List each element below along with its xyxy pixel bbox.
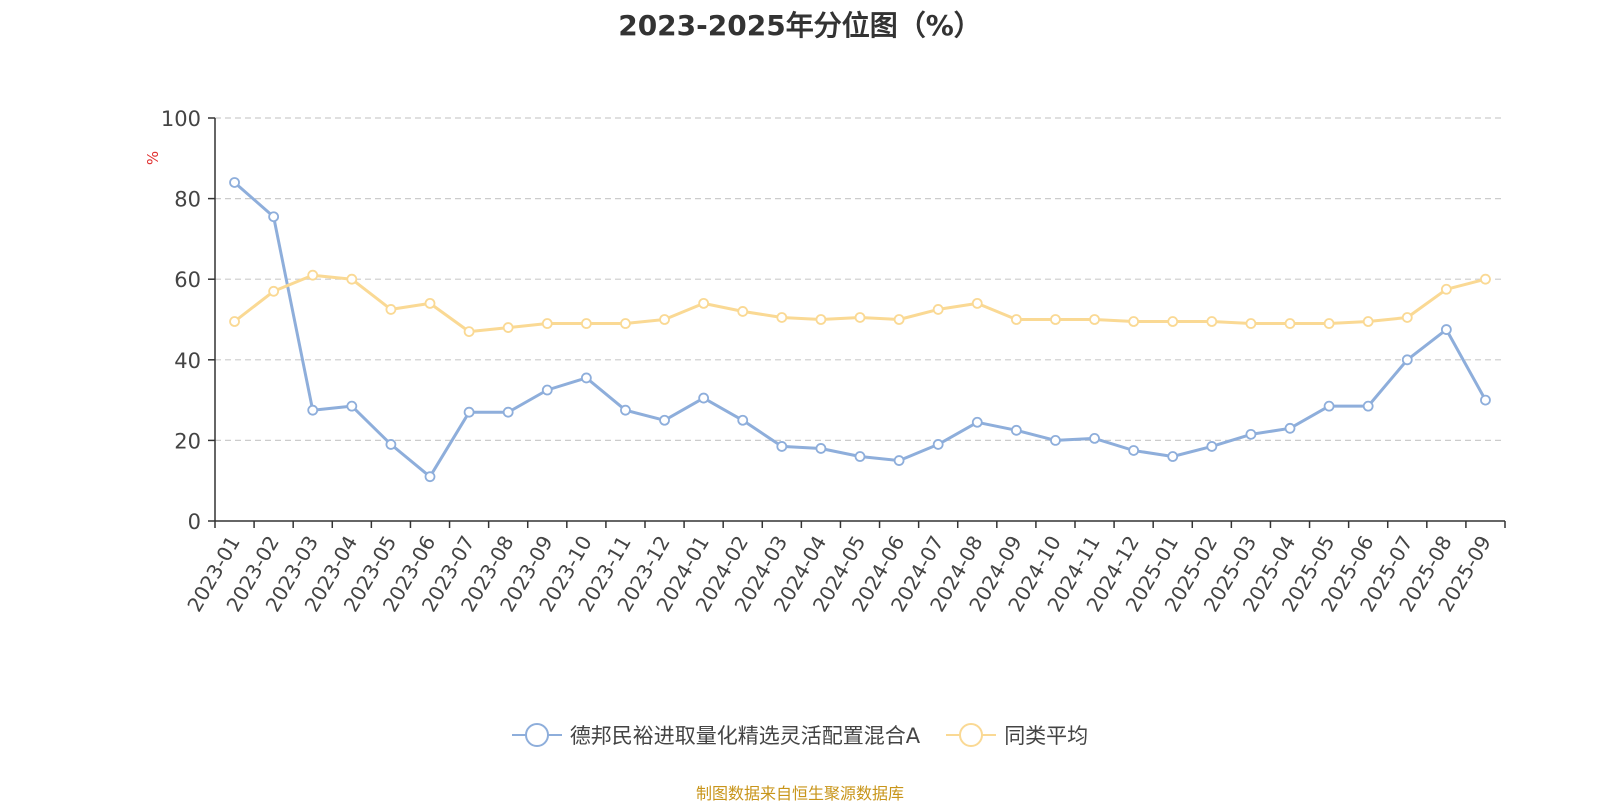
series-line-1 xyxy=(233,273,1487,334)
series-0-point xyxy=(580,372,592,384)
series-0-point xyxy=(737,414,749,426)
series-1-point xyxy=(1362,316,1374,327)
series-1-point xyxy=(932,304,944,315)
series-1-point xyxy=(1206,316,1218,327)
series-1-point xyxy=(1480,273,1491,285)
series-0-point xyxy=(385,439,397,450)
series-0-point xyxy=(659,414,670,426)
series-1-point xyxy=(1128,316,1140,327)
series-0-point xyxy=(1128,445,1140,456)
series-0-point xyxy=(854,451,866,462)
series-1-point xyxy=(1323,318,1335,329)
series-0-point xyxy=(620,404,631,416)
series-1-point xyxy=(1167,316,1179,327)
legend-peer-label: 同类平均 xyxy=(1004,724,1089,748)
series-0-point xyxy=(1323,400,1335,412)
chart-title: 2023-2025年分位图（%） xyxy=(618,9,982,42)
series-1-point xyxy=(1010,314,1022,325)
series-0-point xyxy=(893,455,905,466)
series-0-point xyxy=(971,416,983,428)
y-axis-label: % xyxy=(144,151,162,165)
series-1-point xyxy=(307,269,319,281)
series-1-point xyxy=(268,285,280,297)
series-1-point xyxy=(1284,318,1296,329)
legend-fund-symbol xyxy=(511,723,562,747)
series-0-point xyxy=(1401,354,1413,366)
series-1-point xyxy=(854,312,866,323)
series-0-point xyxy=(1089,432,1100,444)
series-1-point xyxy=(1050,314,1061,325)
series-0-point xyxy=(424,471,436,483)
series-1-point xyxy=(698,297,710,309)
series-1-point xyxy=(502,322,514,333)
series-0-point xyxy=(776,441,788,452)
y-tick-label-20: 20 xyxy=(174,429,201,453)
legend-fund-label: 德邦民裕进取量化精选灵活配置混合A xyxy=(569,724,921,748)
legend-item-fund[interactable]: 德邦民裕进取量化精选灵活配置混合A xyxy=(511,720,921,750)
series-0-point xyxy=(268,211,280,223)
axes: 020406080100%2023-012023-022023-032023-0… xyxy=(144,107,1506,616)
series-1-point xyxy=(971,297,983,309)
series-1-point xyxy=(424,297,436,309)
legend-item-peer-average[interactable]: 同类平均 xyxy=(946,720,1088,750)
series-0-point xyxy=(1284,422,1296,434)
series-0-point xyxy=(1167,451,1179,462)
series-0-point xyxy=(307,404,319,416)
series-0-point xyxy=(1010,424,1022,436)
series-1-point xyxy=(1245,318,1257,329)
legend-peer-symbol xyxy=(946,723,997,747)
series-0-point xyxy=(1480,394,1491,406)
series-1-point xyxy=(385,304,397,315)
series-1-point xyxy=(659,314,670,325)
series-0-point xyxy=(815,443,827,454)
series-0-point xyxy=(1440,324,1452,335)
series-line-0 xyxy=(233,181,1487,479)
series-0-point xyxy=(1050,434,1061,446)
legend-peer-circle-icon xyxy=(959,723,984,747)
y-tick-label-60: 60 xyxy=(174,268,201,292)
series-0-point xyxy=(502,406,514,418)
series-0-point xyxy=(541,384,553,396)
series-0-point xyxy=(463,406,475,418)
y-tick-label-100: 100 xyxy=(161,107,201,131)
series-1-point xyxy=(776,312,788,323)
source-note: 制图数据来自恒生聚源数据库 xyxy=(695,784,904,803)
series-0-point xyxy=(932,439,944,450)
series-lines xyxy=(233,181,1487,479)
series-1-point xyxy=(346,273,358,285)
series-1-point xyxy=(737,306,749,317)
legend: 德邦民裕进取量化精选灵活配置混合A 同类平均 xyxy=(0,720,1600,750)
series-1-point xyxy=(463,326,475,337)
series-0-point xyxy=(1245,428,1257,440)
legend-fund-circle-icon xyxy=(524,723,549,747)
series-0-point xyxy=(229,177,240,188)
series-1-point xyxy=(229,316,240,327)
y-tick-label-0: 0 xyxy=(188,510,201,534)
y-tick-label-80: 80 xyxy=(174,188,201,212)
series-1-point xyxy=(1440,283,1452,295)
grid-lines xyxy=(215,117,1505,441)
series-1-point xyxy=(1089,314,1100,325)
series-0-point xyxy=(698,392,710,404)
series-0-point xyxy=(1362,400,1374,412)
series-markers xyxy=(229,177,1491,483)
series-1-point xyxy=(620,318,631,329)
series-1-point xyxy=(1401,312,1413,323)
series-0-point xyxy=(346,400,358,412)
series-1-point xyxy=(541,318,553,329)
series-1-point xyxy=(580,318,592,329)
y-tick-label-40: 40 xyxy=(174,349,201,373)
series-1-point xyxy=(815,314,827,325)
series-0-point xyxy=(1206,441,1218,452)
series-1-point xyxy=(893,314,905,325)
